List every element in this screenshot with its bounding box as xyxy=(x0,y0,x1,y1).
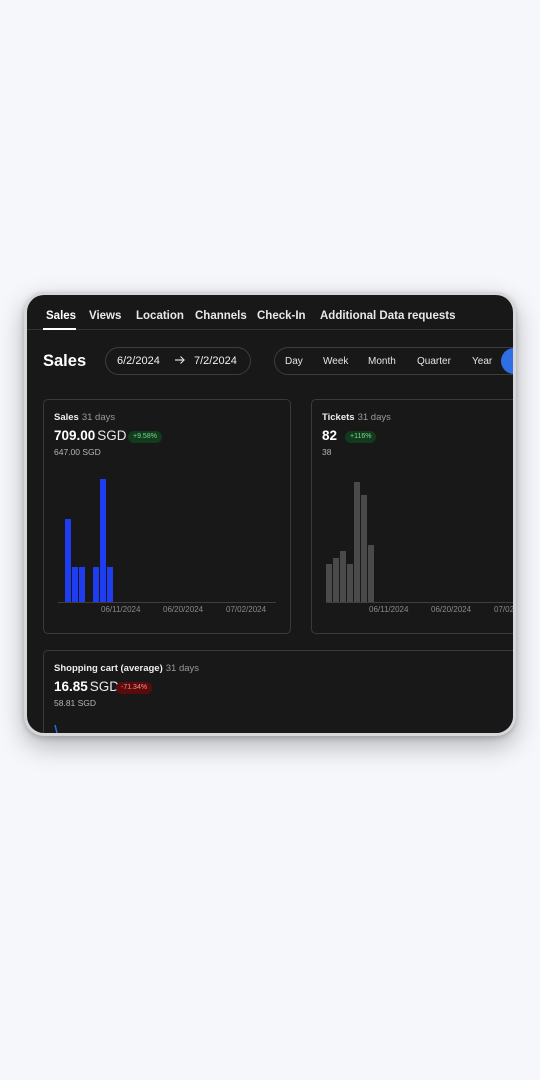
previous-value: 58.81 SGD xyxy=(54,698,97,708)
card-value: 16.85 SGD xyxy=(54,679,119,694)
x-tick-label: 06/11/2024 xyxy=(101,605,141,614)
chart-bar xyxy=(100,479,106,602)
tab-sales[interactable]: Sales xyxy=(46,310,77,322)
card-value: 709.00 SGD xyxy=(54,428,127,443)
card-value: 82 xyxy=(322,428,337,443)
sales-card: Sales 31 days 709.00 SGD +9.58% 647.00 SGD… xyxy=(43,399,291,634)
tab-additional-data-requests[interactable]: Additional Data requests xyxy=(320,310,456,322)
change-badge: -71.34% xyxy=(116,682,153,694)
chart-bar xyxy=(326,564,332,602)
card-days: 31 days xyxy=(81,412,116,423)
chart-bar xyxy=(65,519,71,602)
x-axis-line xyxy=(58,602,276,603)
shopping-cart-card: Shopping cart (average) 31 days 16.85 SGD … xyxy=(43,650,513,733)
tickets-card: Tickets 31 days 82 +116% 38 06/11/2024 06/… xyxy=(311,399,513,634)
device-frame: Sales Views Location Channels Check-In A… xyxy=(24,292,516,736)
change-badge: +9.58% xyxy=(128,431,162,443)
card-title-label: Sales xyxy=(54,412,79,423)
card-title: Shopping cart (average) 31 days xyxy=(54,663,199,674)
sales-value: 709.00 xyxy=(54,428,96,443)
x-tick-label: 06/20/2024 xyxy=(163,605,204,614)
chart-bar xyxy=(79,567,85,602)
period-year[interactable]: Year xyxy=(472,356,493,367)
period-month[interactable]: Month xyxy=(368,356,396,367)
x-tick-label: 06/11/2024 xyxy=(369,605,409,614)
period-day[interactable]: Day xyxy=(285,356,303,367)
tab-check-in[interactable]: Check-In xyxy=(257,310,306,322)
card-days: 31 days xyxy=(165,663,200,674)
previous-value: 647.00 SGD xyxy=(54,447,101,457)
card-title-label: Tickets xyxy=(322,412,355,423)
period-selector: Day Week Month Quarter Year xyxy=(274,347,513,375)
date-from: 6/2/2024 xyxy=(117,355,160,367)
tab-channels[interactable]: Channels xyxy=(195,310,247,322)
page-title: Sales xyxy=(43,352,87,370)
cart-sparkline xyxy=(54,725,58,733)
chart-bar xyxy=(107,567,113,602)
date-to: 7/2/2024 xyxy=(194,355,237,367)
chart-bar xyxy=(368,545,374,602)
chart-bar xyxy=(361,494,367,602)
x-tick-label: 06/20/2024 xyxy=(431,605,472,614)
card-title-label: Shopping cart (average) xyxy=(54,663,163,674)
chart-bar xyxy=(333,557,339,602)
tab-location[interactable]: Location xyxy=(136,310,184,322)
card-days: 31 days xyxy=(357,412,391,423)
app-screen: Sales Views Location Channels Check-In A… xyxy=(27,295,513,733)
tab-bar: Sales Views Location Channels Check-In A… xyxy=(27,295,513,330)
tickets-value: 82 xyxy=(322,428,338,443)
previous-value: 38 xyxy=(322,447,332,457)
card-title: Tickets 31 days xyxy=(322,412,391,423)
arrow-right-icon xyxy=(175,356,185,364)
date-range-picker[interactable]: 6/2/2024 7/2/2024 xyxy=(105,347,251,375)
chart-bar xyxy=(354,482,360,602)
change-badge: +116% xyxy=(345,431,377,443)
chart-bar xyxy=(347,564,353,602)
active-tab-indicator xyxy=(43,328,76,330)
card-title: Sales 31 days xyxy=(54,412,115,423)
chart-bar xyxy=(93,567,99,602)
period-quarter[interactable]: Quarter xyxy=(417,356,451,367)
cart-value: 16.85 xyxy=(54,679,88,694)
chart-bar xyxy=(72,567,78,602)
sales-unit: SGD xyxy=(97,428,127,443)
x-tick-label: 07/02/2024 xyxy=(226,605,267,614)
cart-unit: SGD xyxy=(89,679,120,694)
period-week[interactable]: Week xyxy=(323,356,349,367)
chart-bar xyxy=(340,551,346,602)
period-toggle-button[interactable] xyxy=(501,348,513,374)
x-tick-label: 07/02/2024 xyxy=(494,605,513,614)
tab-views[interactable]: Views xyxy=(89,310,122,322)
x-axis-line xyxy=(326,602,513,603)
